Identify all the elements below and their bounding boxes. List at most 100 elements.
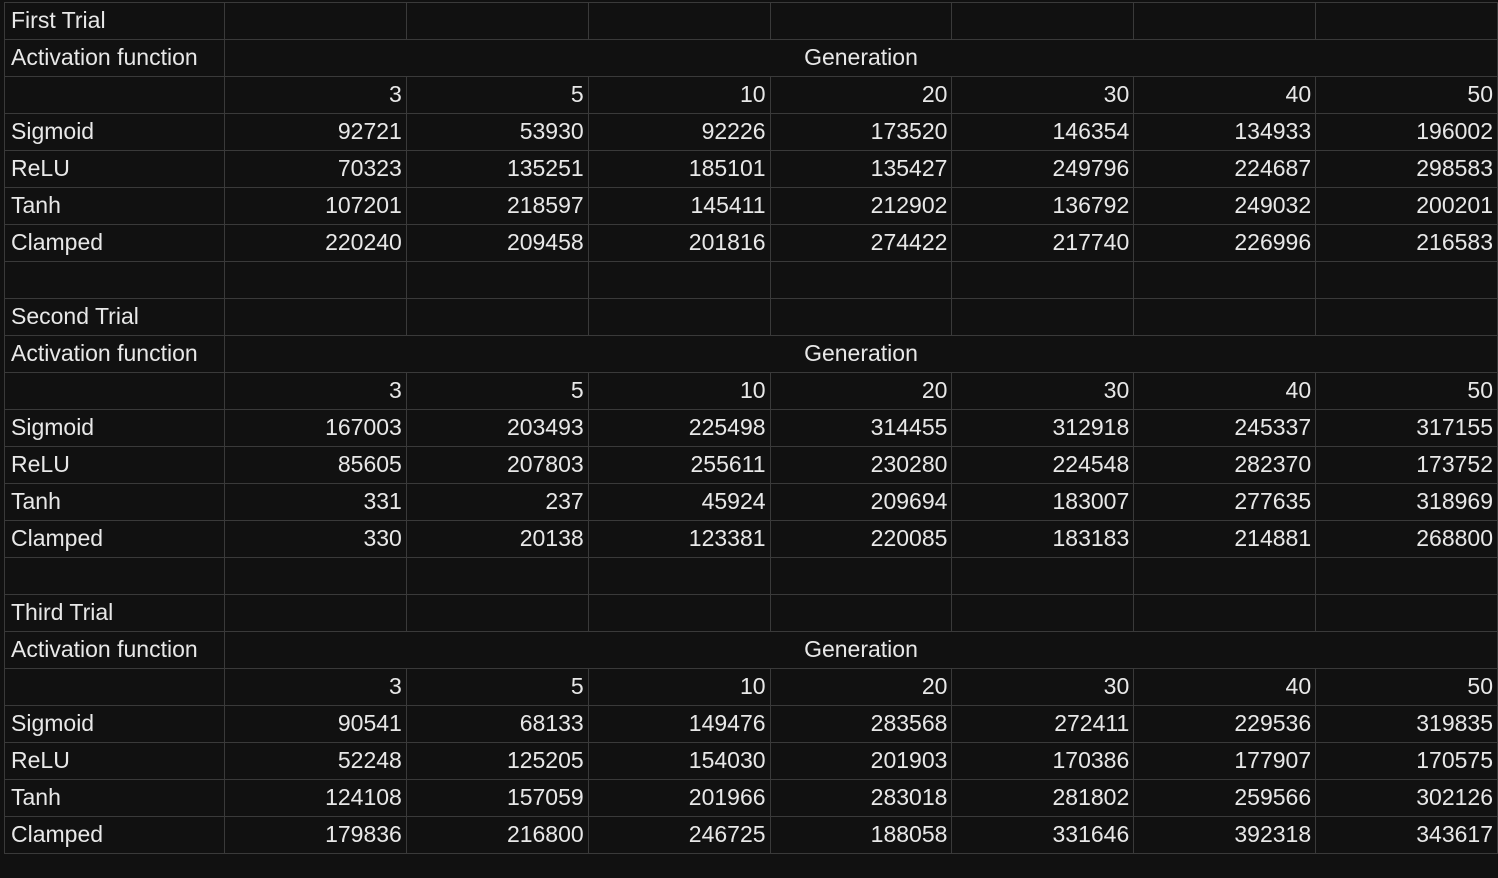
empty-cell[interactable]	[1315, 261, 1498, 299]
generation-number-cell[interactable]: 30	[951, 76, 1135, 114]
value-cell[interactable]: 68133	[405, 705, 589, 743]
value-cell[interactable]: 179836	[223, 816, 407, 854]
generation-number-cell[interactable]: 3	[223, 668, 407, 706]
value-cell[interactable]: 52248	[223, 742, 407, 780]
empty-cell[interactable]	[1133, 557, 1317, 595]
empty-cell[interactable]	[769, 298, 953, 336]
value-cell[interactable]: 272411	[951, 705, 1135, 743]
value-cell[interactable]: 283018	[769, 779, 953, 817]
value-cell[interactable]: 246725	[587, 816, 771, 854]
value-cell[interactable]: 268800	[1315, 520, 1498, 558]
empty-cell[interactable]	[1133, 594, 1317, 632]
value-cell[interactable]: 212902	[769, 187, 953, 225]
generation-number-cell[interactable]: 20	[769, 668, 953, 706]
generation-number-cell[interactable]: 3	[223, 76, 407, 114]
trial-title-cell[interactable]: Third Trial	[4, 594, 225, 632]
empty-cell[interactable]	[223, 298, 407, 336]
value-cell[interactable]: 53930	[405, 113, 589, 151]
empty-cell[interactable]	[4, 76, 225, 114]
activation-function-header[interactable]: Activation function	[4, 39, 225, 77]
value-cell[interactable]: 331	[223, 483, 407, 521]
value-cell[interactable]: 283568	[769, 705, 953, 743]
generation-number-cell[interactable]: 50	[1315, 76, 1498, 114]
empty-cell[interactable]	[1133, 298, 1317, 336]
trial-title-cell[interactable]: Second Trial	[4, 298, 225, 336]
value-cell[interactable]: 188058	[769, 816, 953, 854]
generation-number-cell[interactable]: 50	[1315, 668, 1498, 706]
activation-label-cell[interactable]: Clamped	[4, 520, 225, 558]
empty-cell[interactable]	[223, 261, 407, 299]
activation-label-cell[interactable]: Tanh	[4, 187, 225, 225]
value-cell[interactable]: 136792	[951, 187, 1135, 225]
generation-number-cell[interactable]: 20	[769, 76, 953, 114]
value-cell[interactable]: 200201	[1315, 187, 1498, 225]
value-cell[interactable]: 343617	[1315, 816, 1498, 854]
generation-number-cell[interactable]: 50	[1315, 372, 1498, 410]
generation-number-cell[interactable]: 40	[1133, 372, 1317, 410]
activation-label-cell[interactable]: Sigmoid	[4, 409, 225, 447]
value-cell[interactable]: 185101	[587, 150, 771, 188]
value-cell[interactable]: 274422	[769, 224, 953, 262]
empty-cell[interactable]	[769, 557, 953, 595]
value-cell[interactable]: 230280	[769, 446, 953, 484]
empty-cell[interactable]	[405, 594, 589, 632]
generation-number-cell[interactable]: 30	[951, 372, 1135, 410]
value-cell[interactable]: 317155	[1315, 409, 1498, 447]
value-cell[interactable]: 224548	[951, 446, 1135, 484]
value-cell[interactable]: 92226	[587, 113, 771, 151]
value-cell[interactable]: 201966	[587, 779, 771, 817]
empty-cell[interactable]	[4, 668, 225, 706]
value-cell[interactable]: 90541	[223, 705, 407, 743]
value-cell[interactable]: 237	[405, 483, 589, 521]
value-cell[interactable]: 277635	[1133, 483, 1317, 521]
value-cell[interactable]: 319835	[1315, 705, 1498, 743]
value-cell[interactable]: 249032	[1133, 187, 1317, 225]
value-cell[interactable]: 218597	[405, 187, 589, 225]
generation-number-cell[interactable]: 5	[405, 372, 589, 410]
generation-header[interactable]: Generation	[223, 335, 1498, 373]
generation-number-cell[interactable]: 10	[587, 372, 771, 410]
generation-number-cell[interactable]: 10	[587, 76, 771, 114]
value-cell[interactable]: 170386	[951, 742, 1135, 780]
value-cell[interactable]: 203493	[405, 409, 589, 447]
value-cell[interactable]: 149476	[587, 705, 771, 743]
value-cell[interactable]: 226996	[1133, 224, 1317, 262]
value-cell[interactable]: 20138	[405, 520, 589, 558]
empty-cell[interactable]	[223, 594, 407, 632]
value-cell[interactable]: 216800	[405, 816, 589, 854]
empty-cell[interactable]	[1133, 2, 1317, 40]
value-cell[interactable]: 216583	[1315, 224, 1498, 262]
empty-cell[interactable]	[4, 261, 225, 299]
empty-cell[interactable]	[587, 557, 771, 595]
value-cell[interactable]: 92721	[223, 113, 407, 151]
value-cell[interactable]: 281802	[951, 779, 1135, 817]
value-cell[interactable]: 207803	[405, 446, 589, 484]
value-cell[interactable]: 177907	[1133, 742, 1317, 780]
value-cell[interactable]: 209458	[405, 224, 589, 262]
value-cell[interactable]: 312918	[951, 409, 1135, 447]
activation-label-cell[interactable]: Clamped	[4, 816, 225, 854]
value-cell[interactable]: 201903	[769, 742, 953, 780]
activation-label-cell[interactable]: Clamped	[4, 224, 225, 262]
value-cell[interactable]: 70323	[223, 150, 407, 188]
value-cell[interactable]: 85605	[223, 446, 407, 484]
empty-cell[interactable]	[405, 2, 589, 40]
value-cell[interactable]: 392318	[1133, 816, 1317, 854]
generation-number-cell[interactable]: 3	[223, 372, 407, 410]
activation-label-cell[interactable]: Sigmoid	[4, 705, 225, 743]
activation-label-cell[interactable]: ReLU	[4, 150, 225, 188]
generation-number-cell[interactable]: 10	[587, 668, 771, 706]
empty-cell[interactable]	[951, 261, 1135, 299]
value-cell[interactable]: 173520	[769, 113, 953, 151]
activation-label-cell[interactable]: Tanh	[4, 483, 225, 521]
generation-header[interactable]: Generation	[223, 631, 1498, 669]
value-cell[interactable]: 125205	[405, 742, 589, 780]
value-cell[interactable]: 134933	[1133, 113, 1317, 151]
value-cell[interactable]: 146354	[951, 113, 1135, 151]
value-cell[interactable]: 224687	[1133, 150, 1317, 188]
empty-cell[interactable]	[405, 298, 589, 336]
value-cell[interactable]: 282370	[1133, 446, 1317, 484]
value-cell[interactable]: 217740	[951, 224, 1135, 262]
empty-cell[interactable]	[1315, 298, 1498, 336]
value-cell[interactable]: 183007	[951, 483, 1135, 521]
